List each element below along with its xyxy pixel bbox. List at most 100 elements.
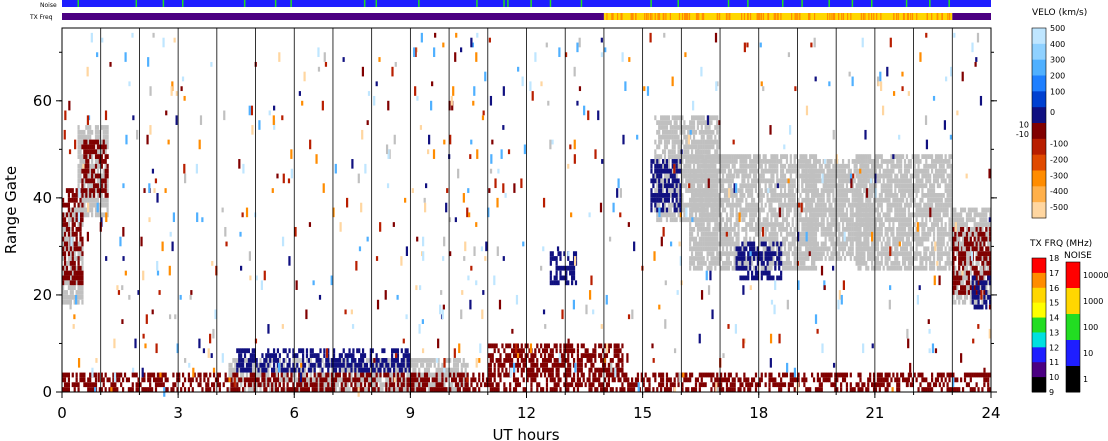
data-cell [809, 241, 812, 247]
data-cell [803, 222, 806, 227]
data-cell [700, 144, 703, 150]
data-cell [807, 231, 810, 237]
data-cell [857, 159, 860, 164]
data-cell [948, 173, 951, 179]
data-cell [909, 265, 912, 271]
data-cell [92, 382, 96, 388]
data-cell [909, 178, 912, 184]
data-cell [381, 382, 384, 388]
data-cell [166, 387, 169, 392]
data-cell [847, 178, 850, 184]
data-cell [871, 163, 874, 169]
data-cell [741, 183, 744, 189]
data-cell [965, 226, 969, 232]
data-cell [691, 188, 694, 193]
data-cell [878, 173, 881, 179]
data-cell [385, 377, 388, 383]
data-cell [956, 217, 959, 223]
data-cell [830, 226, 833, 232]
data-cell [704, 178, 707, 184]
data-cell [691, 159, 694, 164]
data-cell [708, 217, 711, 223]
data-cell [896, 256, 899, 261]
data-cell [410, 358, 413, 363]
data-cell [847, 202, 850, 208]
data-cell [363, 387, 367, 392]
data-cell [799, 246, 802, 252]
data-cell [948, 251, 951, 257]
data-cell [952, 231, 955, 237]
data-cell [898, 236, 901, 242]
data-cell [820, 188, 823, 193]
data-cell [749, 168, 752, 174]
data-cell [768, 241, 771, 247]
data-cell [73, 256, 76, 261]
data-cell [929, 178, 932, 184]
data-cell [729, 217, 732, 223]
data-cell [965, 222, 969, 227]
data-cell [787, 207, 790, 213]
data-cell [950, 217, 953, 223]
data-cell [656, 202, 659, 208]
data-cell [754, 178, 758, 184]
data-cell [706, 159, 709, 164]
data-cell [683, 207, 686, 213]
data-cell [303, 367, 307, 373]
data-cell [871, 260, 874, 266]
data-cell [706, 188, 709, 193]
data-cell [692, 154, 696, 159]
data-cell [888, 188, 891, 193]
data-cell [67, 222, 71, 227]
data-cell [681, 115, 684, 121]
data-cell [872, 173, 876, 179]
data-cell [818, 256, 821, 261]
data-cell [934, 178, 938, 184]
data-cell [694, 178, 698, 184]
data-cell [981, 212, 984, 218]
data-cell [967, 236, 970, 242]
data-cell [814, 188, 818, 193]
data-cell [907, 222, 910, 227]
data-cell [919, 236, 922, 242]
data-cell [793, 178, 796, 184]
data-cell [841, 173, 845, 179]
data-cell [789, 260, 792, 266]
data-cell [969, 270, 972, 276]
data-cell [81, 290, 84, 295]
data-cell [915, 154, 918, 159]
data-cell [733, 163, 736, 169]
data-cell [677, 125, 680, 130]
data-cell [768, 159, 771, 164]
data-cell [106, 202, 109, 208]
data-cell [754, 188, 758, 193]
data-cell [747, 222, 750, 227]
data-cell [938, 202, 941, 208]
data-cell [840, 241, 843, 247]
data-cell [102, 125, 105, 130]
data-cell [884, 168, 887, 174]
data-cell [698, 120, 701, 126]
data-cell [898, 168, 901, 174]
data-cell [876, 251, 880, 257]
data-cell [903, 168, 907, 174]
data-cell [913, 236, 916, 242]
data-cell [727, 260, 730, 266]
data-cell [758, 197, 761, 203]
data-cell [780, 154, 783, 159]
data-cell [876, 265, 880, 271]
data-cell [778, 226, 781, 232]
data-cell [718, 125, 721, 130]
data-cell [836, 217, 839, 223]
data-cell [936, 159, 940, 164]
data-cell [334, 387, 338, 392]
data-cell [938, 236, 941, 242]
data-cell [867, 212, 870, 218]
data-cell [692, 246, 696, 252]
data-cell [698, 139, 701, 145]
data-cell [667, 154, 670, 159]
data-cell [387, 382, 390, 388]
data-cell [979, 265, 982, 271]
data-cell [63, 299, 67, 305]
data-cell [867, 188, 870, 193]
data-cell [793, 246, 796, 252]
